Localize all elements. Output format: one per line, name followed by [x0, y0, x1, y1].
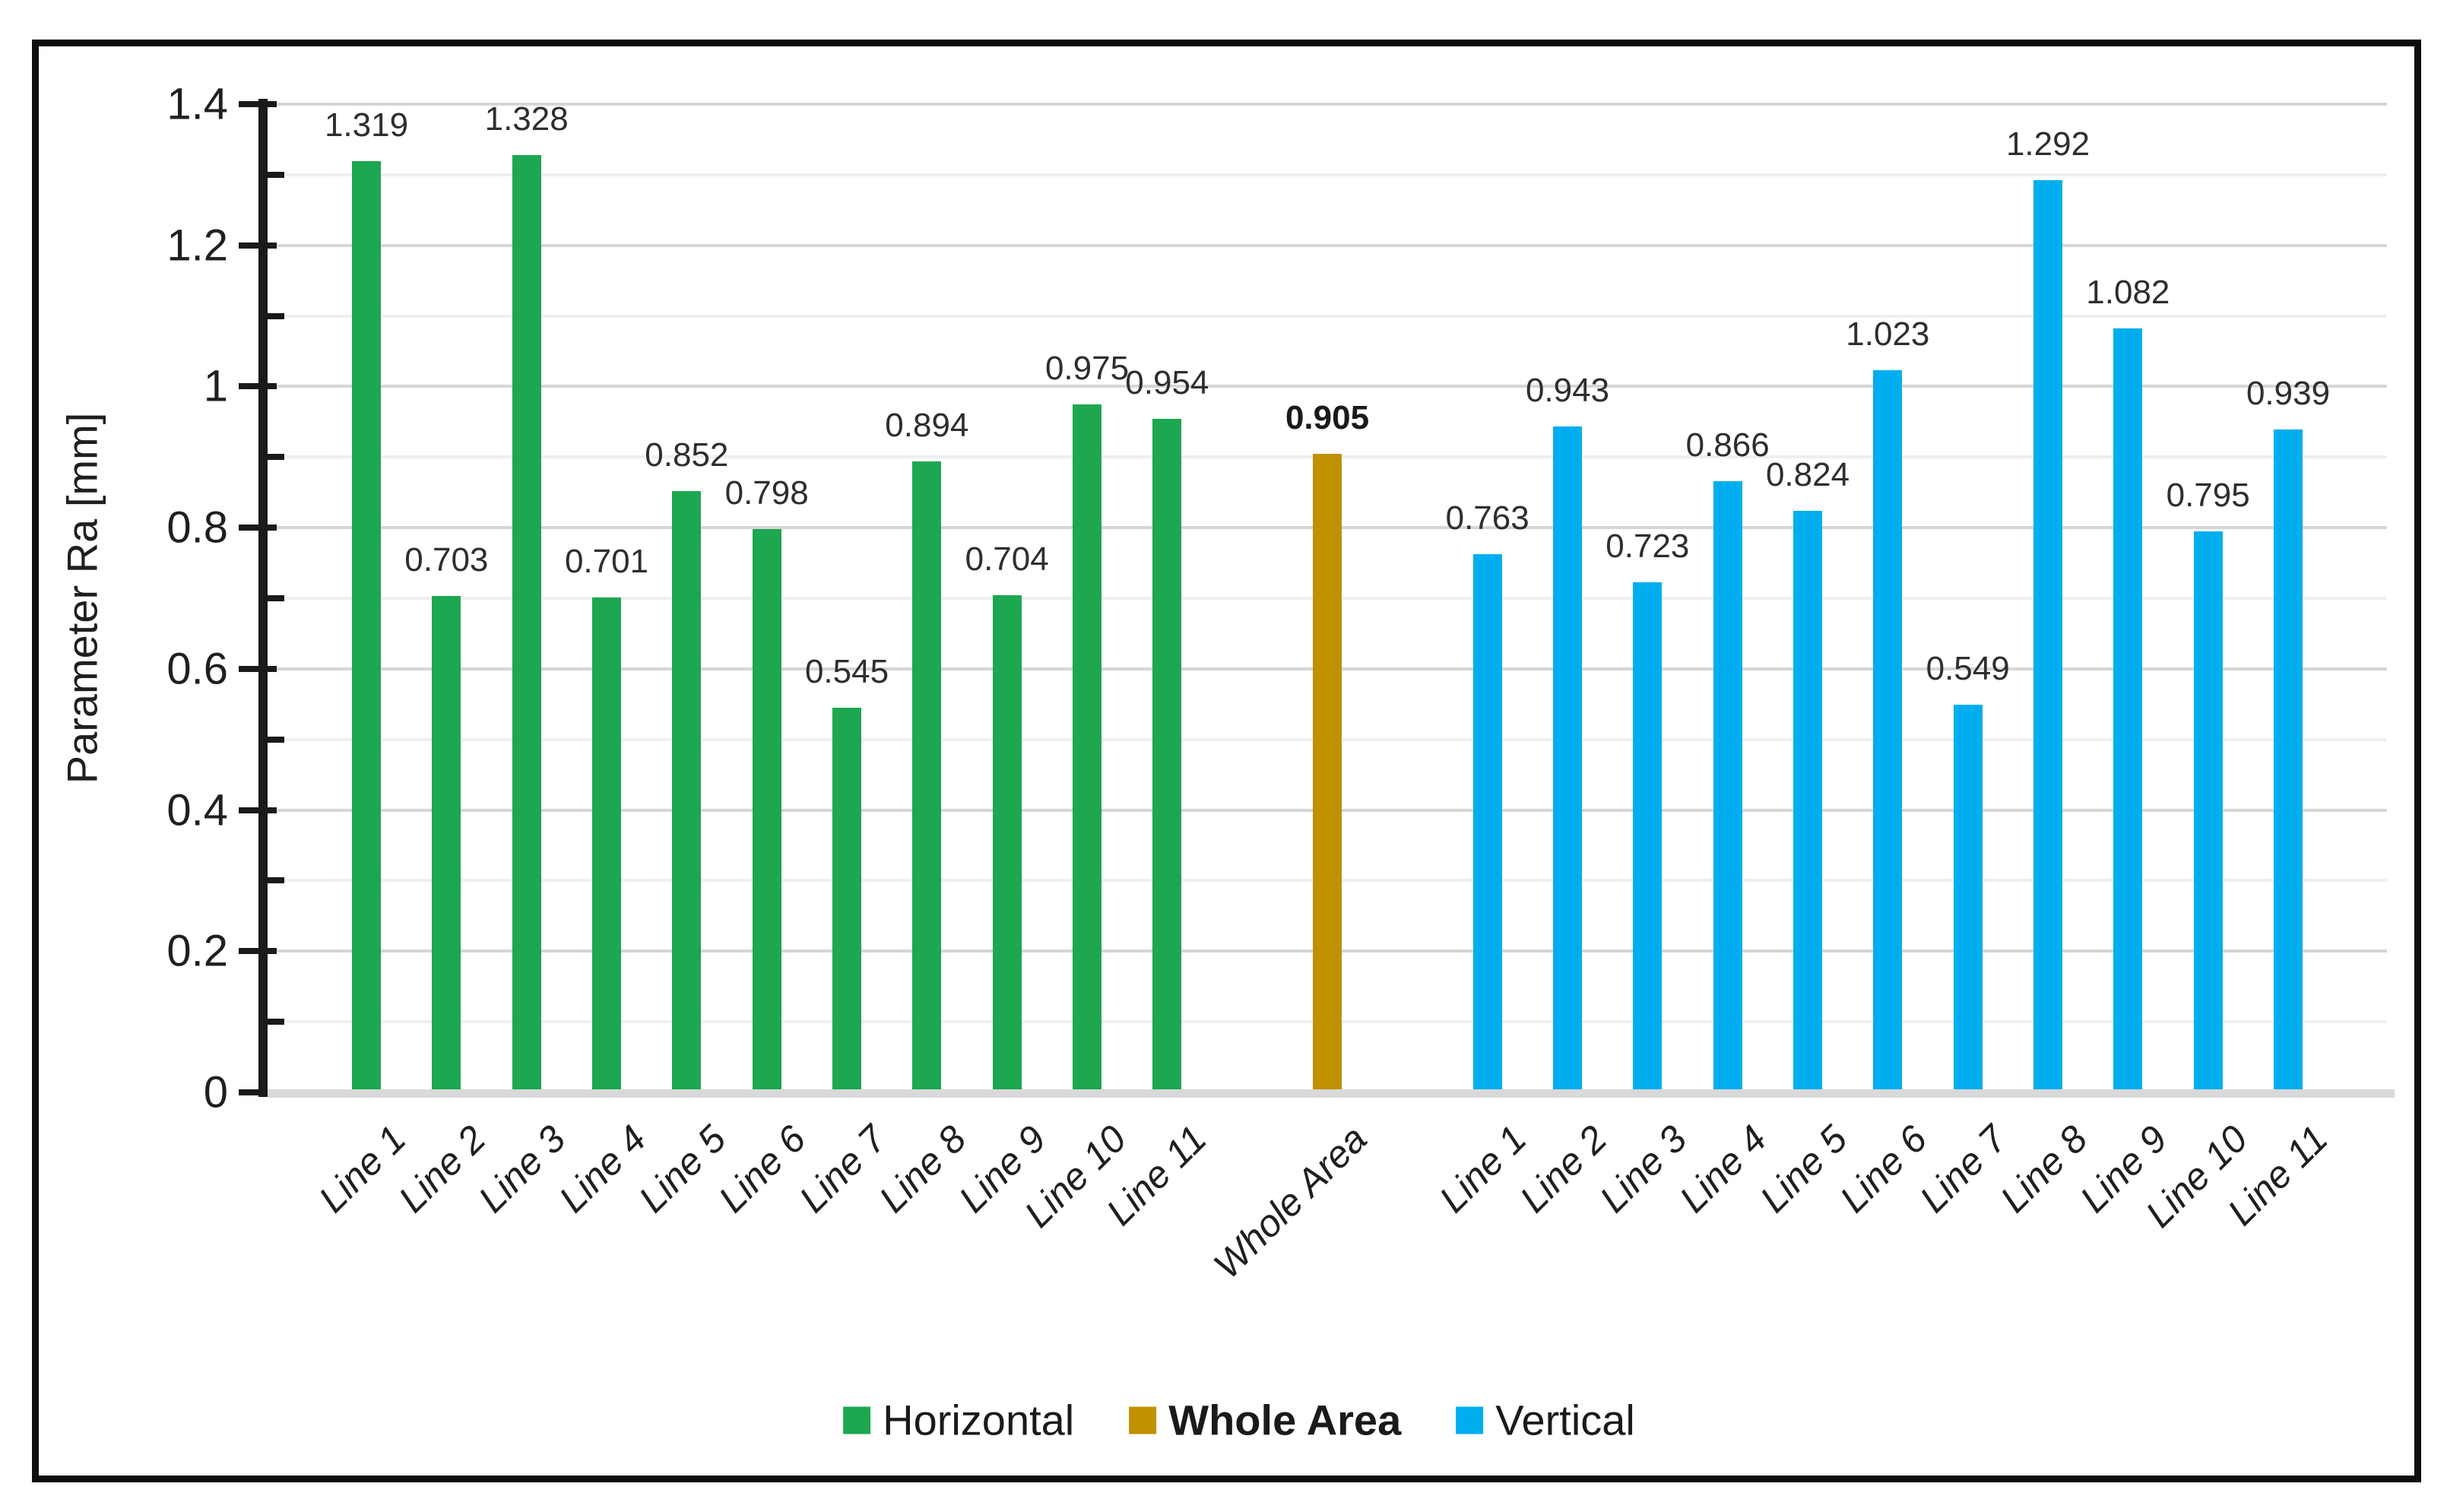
bar-value-label: 1.328 — [484, 100, 569, 138]
bar-value-label: 0.975 — [1044, 349, 1130, 387]
bar-value-label: 0.703 — [404, 541, 489, 579]
y-tick-major — [239, 383, 277, 390]
bar-horizontal-line-7 — [832, 707, 861, 1089]
bar-value-label: 0.545 — [804, 652, 889, 690]
bar-value-label: 0.824 — [1765, 455, 1850, 493]
y-tick-minor — [268, 1019, 284, 1025]
gridline-major — [268, 103, 2387, 106]
y-tick-major — [239, 665, 277, 672]
gridline-major — [268, 243, 2387, 247]
y-tick-label: 1 — [203, 361, 228, 411]
bar-value-label: 0.852 — [645, 436, 729, 474]
bar-vertical-line-3 — [1633, 582, 1663, 1089]
x-axis-baseline — [268, 1089, 2395, 1098]
bar-value-label: 0.723 — [1605, 527, 1690, 565]
bar-horizontal-line-11 — [1152, 419, 1182, 1089]
bar-vertical-line-9 — [2113, 328, 2143, 1089]
bar-value-label: 0.798 — [724, 474, 809, 512]
y-tick-minor — [268, 877, 284, 884]
y-tick-major — [239, 948, 277, 955]
bar-horizontal-line-3 — [512, 154, 541, 1089]
bar-value-label: 0.549 — [1926, 650, 2010, 688]
bar-value-label: 0.954 — [1125, 364, 1209, 402]
bar-value-label: 1.319 — [324, 106, 409, 144]
legend-label: Vertical — [1495, 1396, 1635, 1444]
y-tick-major — [239, 525, 277, 531]
bar-horizontal-line-8 — [912, 461, 942, 1089]
bar-value-label: 0.866 — [1685, 426, 1770, 464]
bar-vertical-line-7 — [1953, 705, 1983, 1089]
y-tick-minor — [268, 595, 284, 601]
legend-label: Whole Area — [1168, 1396, 1402, 1444]
bar-vertical-line-1 — [1472, 553, 1502, 1089]
y-tick-label: 1.2 — [166, 220, 228, 271]
y-tick-minor — [268, 171, 284, 178]
gridline-major — [268, 385, 2387, 388]
y-axis-title: Parameter Ra [mm] — [58, 412, 106, 785]
bar-vertical-line-6 — [1873, 370, 1903, 1089]
bar-value-label: 0.704 — [965, 540, 1049, 578]
y-tick-label: 0 — [203, 1067, 228, 1117]
bar-value-label: 0.939 — [2246, 375, 2331, 413]
legend-item-vertical: Vertical — [1456, 1396, 1635, 1445]
legend-swatch-horizontal — [843, 1406, 871, 1434]
legend-swatch-whole-area — [1129, 1406, 1157, 1434]
bar-value-label: 1.292 — [2005, 125, 2090, 163]
bar-horizontal-line-10 — [1073, 404, 1101, 1089]
bar-value-label: 0.701 — [564, 543, 649, 581]
legend-item-horizontal: Horizontal — [843, 1396, 1074, 1445]
legend-item-whole-area: Whole Area — [1129, 1396, 1401, 1445]
bar-vertical-line-10 — [2193, 531, 2223, 1089]
y-tick-label: 0.2 — [166, 926, 228, 976]
bar-vertical-line-8 — [2033, 180, 2062, 1089]
bar-value-label: 0.894 — [885, 406, 969, 444]
bar-horizontal-line-1 — [352, 161, 381, 1089]
bar-vertical-line-2 — [1553, 426, 1582, 1089]
bar-vertical-line-4 — [1713, 480, 1742, 1089]
bar-whole-area-whole-area — [1313, 453, 1342, 1089]
y-tick-major — [239, 242, 277, 249]
legend: Horizontal Whole Area Vertical — [843, 1396, 1635, 1445]
bar-value-label: 1.082 — [2086, 274, 2170, 312]
bar-value-label: 0.905 — [1285, 398, 1370, 436]
bar-value-label: 0.763 — [1445, 499, 1529, 537]
y-axis-spine — [258, 99, 268, 1097]
y-tick-minor — [268, 736, 284, 743]
bar-horizontal-line-6 — [752, 529, 781, 1089]
figure-border — [32, 40, 2421, 1482]
bar-horizontal-line-4 — [592, 598, 621, 1089]
bar-horizontal-line-9 — [992, 595, 1022, 1089]
y-tick-major — [239, 807, 277, 813]
bar-horizontal-line-5 — [672, 490, 702, 1089]
y-tick-major — [239, 101, 277, 107]
legend-label: Horizontal — [883, 1396, 1075, 1444]
bar-value-label: 0.795 — [2166, 476, 2250, 514]
y-tick-major — [239, 1089, 277, 1095]
bar-value-label: 1.023 — [1846, 315, 1930, 353]
y-tick-label: 0.8 — [166, 502, 228, 553]
legend-swatch-vertical — [1456, 1406, 1484, 1434]
bar-value-label: 0.943 — [1525, 372, 1610, 410]
bar-vertical-line-5 — [1793, 510, 1822, 1089]
y-tick-minor — [268, 312, 284, 319]
bar-vertical-line-11 — [2274, 430, 2303, 1089]
y-tick-label: 0.6 — [166, 644, 228, 694]
y-tick-minor — [268, 454, 284, 461]
y-tick-label: 0.4 — [166, 785, 228, 835]
bar-horizontal-line-2 — [432, 596, 461, 1089]
y-tick-label: 1.4 — [166, 79, 228, 129]
gridline-minor — [268, 173, 2387, 176]
gridline-minor — [268, 314, 2387, 318]
